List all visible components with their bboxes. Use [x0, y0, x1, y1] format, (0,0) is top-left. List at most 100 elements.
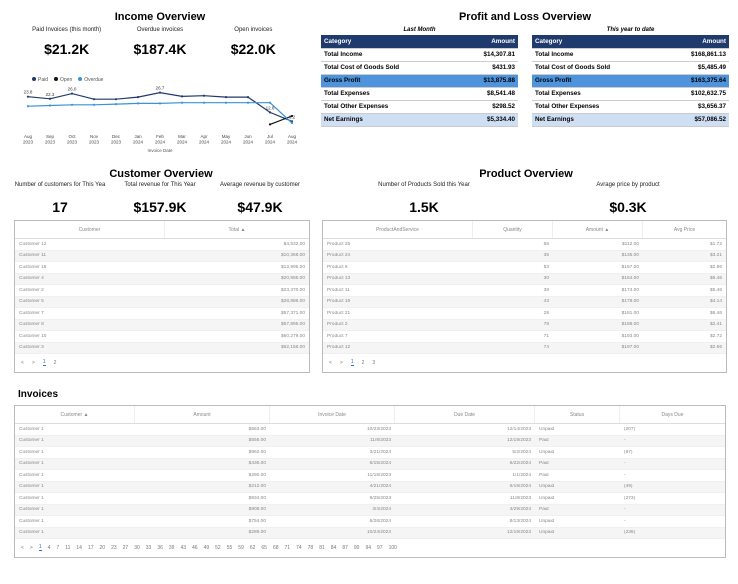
data-point-open[interactable] [290, 114, 294, 118]
data-point-paid[interactable] [26, 95, 30, 98]
data-point-paid[interactable] [246, 96, 250, 99]
page-link[interactable]: 7 [56, 544, 60, 551]
table-row[interactable]: Product 19 43 $178.00 $4.14 [323, 296, 726, 308]
table-row[interactable]: Product 2 78 $188.00 $2.41 [323, 319, 726, 331]
table-row[interactable]: Customer 1 $290.00 11/16/2023 1/1/2024 Paid - [15, 470, 725, 482]
prev-page-button[interactable]: < [329, 359, 332, 366]
table-row[interactable]: Customer 3 $62,156.00 [15, 342, 309, 354]
page-link[interactable]: 27 [122, 544, 129, 551]
page-link[interactable]: 59 [238, 544, 244, 551]
table-row[interactable]: Product 13 30 $164.00 $5.46 [323, 273, 726, 285]
page-link[interactable]: 100 [388, 544, 397, 551]
legend-item-paid[interactable]: Paid [32, 77, 48, 83]
page-link[interactable]: 62 [249, 544, 256, 551]
data-point-paid[interactable] [48, 97, 52, 100]
data-point-overdue[interactable] [290, 121, 294, 125]
table-row[interactable]: Product 12 74 $197.00 $2.66 [323, 342, 726, 354]
prev-page-button[interactable]: < [21, 359, 24, 366]
column-header-status[interactable]: Status [535, 406, 620, 423]
data-point-overdue[interactable] [158, 102, 162, 105]
page-link[interactable]: 94 [365, 544, 372, 551]
data-point-paid[interactable] [136, 96, 140, 99]
data-point-paid[interactable] [114, 98, 118, 101]
page-link[interactable]: 87 [342, 544, 348, 551]
data-point-overdue[interactable] [202, 101, 206, 104]
table-row[interactable]: Product 6 53 $157.00 $2.96 [323, 262, 726, 274]
data-point-overdue[interactable] [224, 101, 228, 104]
page-link[interactable]: 1 [38, 544, 42, 551]
page-link[interactable]: 97 [377, 544, 383, 551]
data-point-paid[interactable] [224, 96, 228, 99]
page-link[interactable]: 49 [203, 544, 210, 551]
page-link[interactable]: 46 [192, 544, 198, 551]
table-row[interactable]: Product 24 35 $135.00 $3.21 [323, 250, 726, 262]
table-row[interactable]: Customer 1 $908.00 3/4/2024 4/29/2024 Paid - [15, 504, 725, 516]
page-link[interactable]: 14 [76, 544, 82, 551]
table-row[interactable]: Customer 11 $10,368.00 [15, 250, 309, 262]
page-link[interactable]: 71 [284, 544, 291, 551]
data-point-overdue[interactable] [268, 101, 272, 104]
data-point-open[interactable] [268, 123, 272, 126]
legend-item-open[interactable]: Open [54, 77, 72, 83]
page-link[interactable]: 90 [353, 544, 360, 551]
data-point-overdue[interactable] [70, 103, 74, 106]
column-header[interactable]: Category [321, 35, 456, 49]
page-link[interactable]: 1 [42, 359, 46, 366]
data-point-paid[interactable] [180, 95, 184, 98]
table-row[interactable]: Customer 1 $754.00 6/26/2024 8/13/2024 Unpai… [15, 516, 725, 528]
page-link[interactable]: 20 [99, 544, 106, 551]
column-header-product[interactable]: ProductAndService [323, 221, 473, 238]
table-row[interactable]: Customer 10 $60,279.00 [15, 331, 309, 343]
column-header-days-due[interactable]: Days Due [661, 411, 684, 418]
table-row[interactable]: Customer 1 $962.00 3/21/2024 5/2/2024 Unpaid… [15, 447, 725, 459]
page-link[interactable]: 68 [272, 544, 279, 551]
page-link[interactable]: 81 [319, 544, 325, 551]
data-point-overdue[interactable] [180, 101, 184, 104]
table-row[interactable]: Customer 2 $23,370.00 [15, 285, 309, 297]
table-row[interactable]: Customer 7 $57,371.00 [15, 308, 309, 320]
page-link[interactable]: 52 [215, 544, 221, 551]
page-link[interactable]: 55 [226, 544, 233, 551]
page-link[interactable]: 2 [361, 359, 365, 366]
page-link[interactable]: 84 [330, 544, 337, 551]
next-page-button[interactable]: > [31, 359, 35, 366]
page-link[interactable]: 36 [157, 544, 163, 551]
page-link[interactable]: 3 [372, 359, 376, 366]
column-header-invoice-date[interactable]: Invoice Date [270, 406, 395, 423]
table-row[interactable]: Customer 4 $20,995.00 [15, 273, 309, 285]
page-link[interactable]: 65 [261, 544, 267, 551]
page-link[interactable]: 33 [145, 544, 152, 551]
table-row[interactable]: Customer 1 $556.00 11/8/2023 12/19/2023 Paid… [15, 435, 725, 447]
column-header-due-date[interactable]: Due Date [395, 406, 535, 423]
data-point-overdue[interactable] [26, 105, 30, 108]
table-row[interactable]: Product 7 71 $193.00 $2.72 [323, 331, 726, 343]
page-link[interactable]: 4 [47, 544, 51, 551]
column-header-avg-price[interactable]: Avg Price [673, 226, 696, 233]
table-row[interactable]: Customer 12 $4,532.00 [15, 239, 309, 251]
data-point-overdue[interactable] [114, 103, 118, 106]
page-link[interactable]: 2 [53, 359, 57, 366]
column-header-customer[interactable]: Customer ▲ [15, 406, 135, 423]
table-row[interactable]: Customer 1 $934.00 9/25/2023 11/8/2023 Unpai… [15, 493, 725, 505]
legend-item-overdue[interactable]: Overdue [78, 77, 103, 83]
data-point-paid[interactable] [158, 91, 162, 94]
data-point-overdue[interactable] [48, 104, 52, 107]
data-point-overdue[interactable] [136, 102, 140, 105]
page-link[interactable]: 78 [307, 544, 314, 551]
table-row[interactable]: Customer 16 $13,995.00 [15, 262, 309, 274]
page-link[interactable]: 74 [296, 544, 302, 551]
data-point-paid[interactable] [92, 98, 96, 101]
column-header-amount[interactable]: Amount ▲ [553, 221, 643, 238]
data-point-paid[interactable] [70, 92, 74, 95]
data-point-overdue[interactable] [246, 101, 250, 104]
page-link[interactable]: 43 [180, 544, 187, 551]
data-point-overdue[interactable] [92, 103, 96, 106]
table-row[interactable]: Customer 1 $563.00 10/23/2023 12/14/2023 Unp… [15, 424, 725, 436]
page-link[interactable]: 1 [350, 359, 354, 366]
column-header[interactable]: Amount [662, 35, 729, 49]
page-link[interactable]: 30 [134, 544, 140, 551]
page-link[interactable]: 17 [87, 544, 94, 551]
table-row[interactable]: Product 25 65 $112.00 $1.72 [323, 239, 726, 251]
table-row[interactable]: Customer 5 $28,886.00 [15, 296, 309, 308]
column-header[interactable]: Amount [455, 35, 518, 49]
